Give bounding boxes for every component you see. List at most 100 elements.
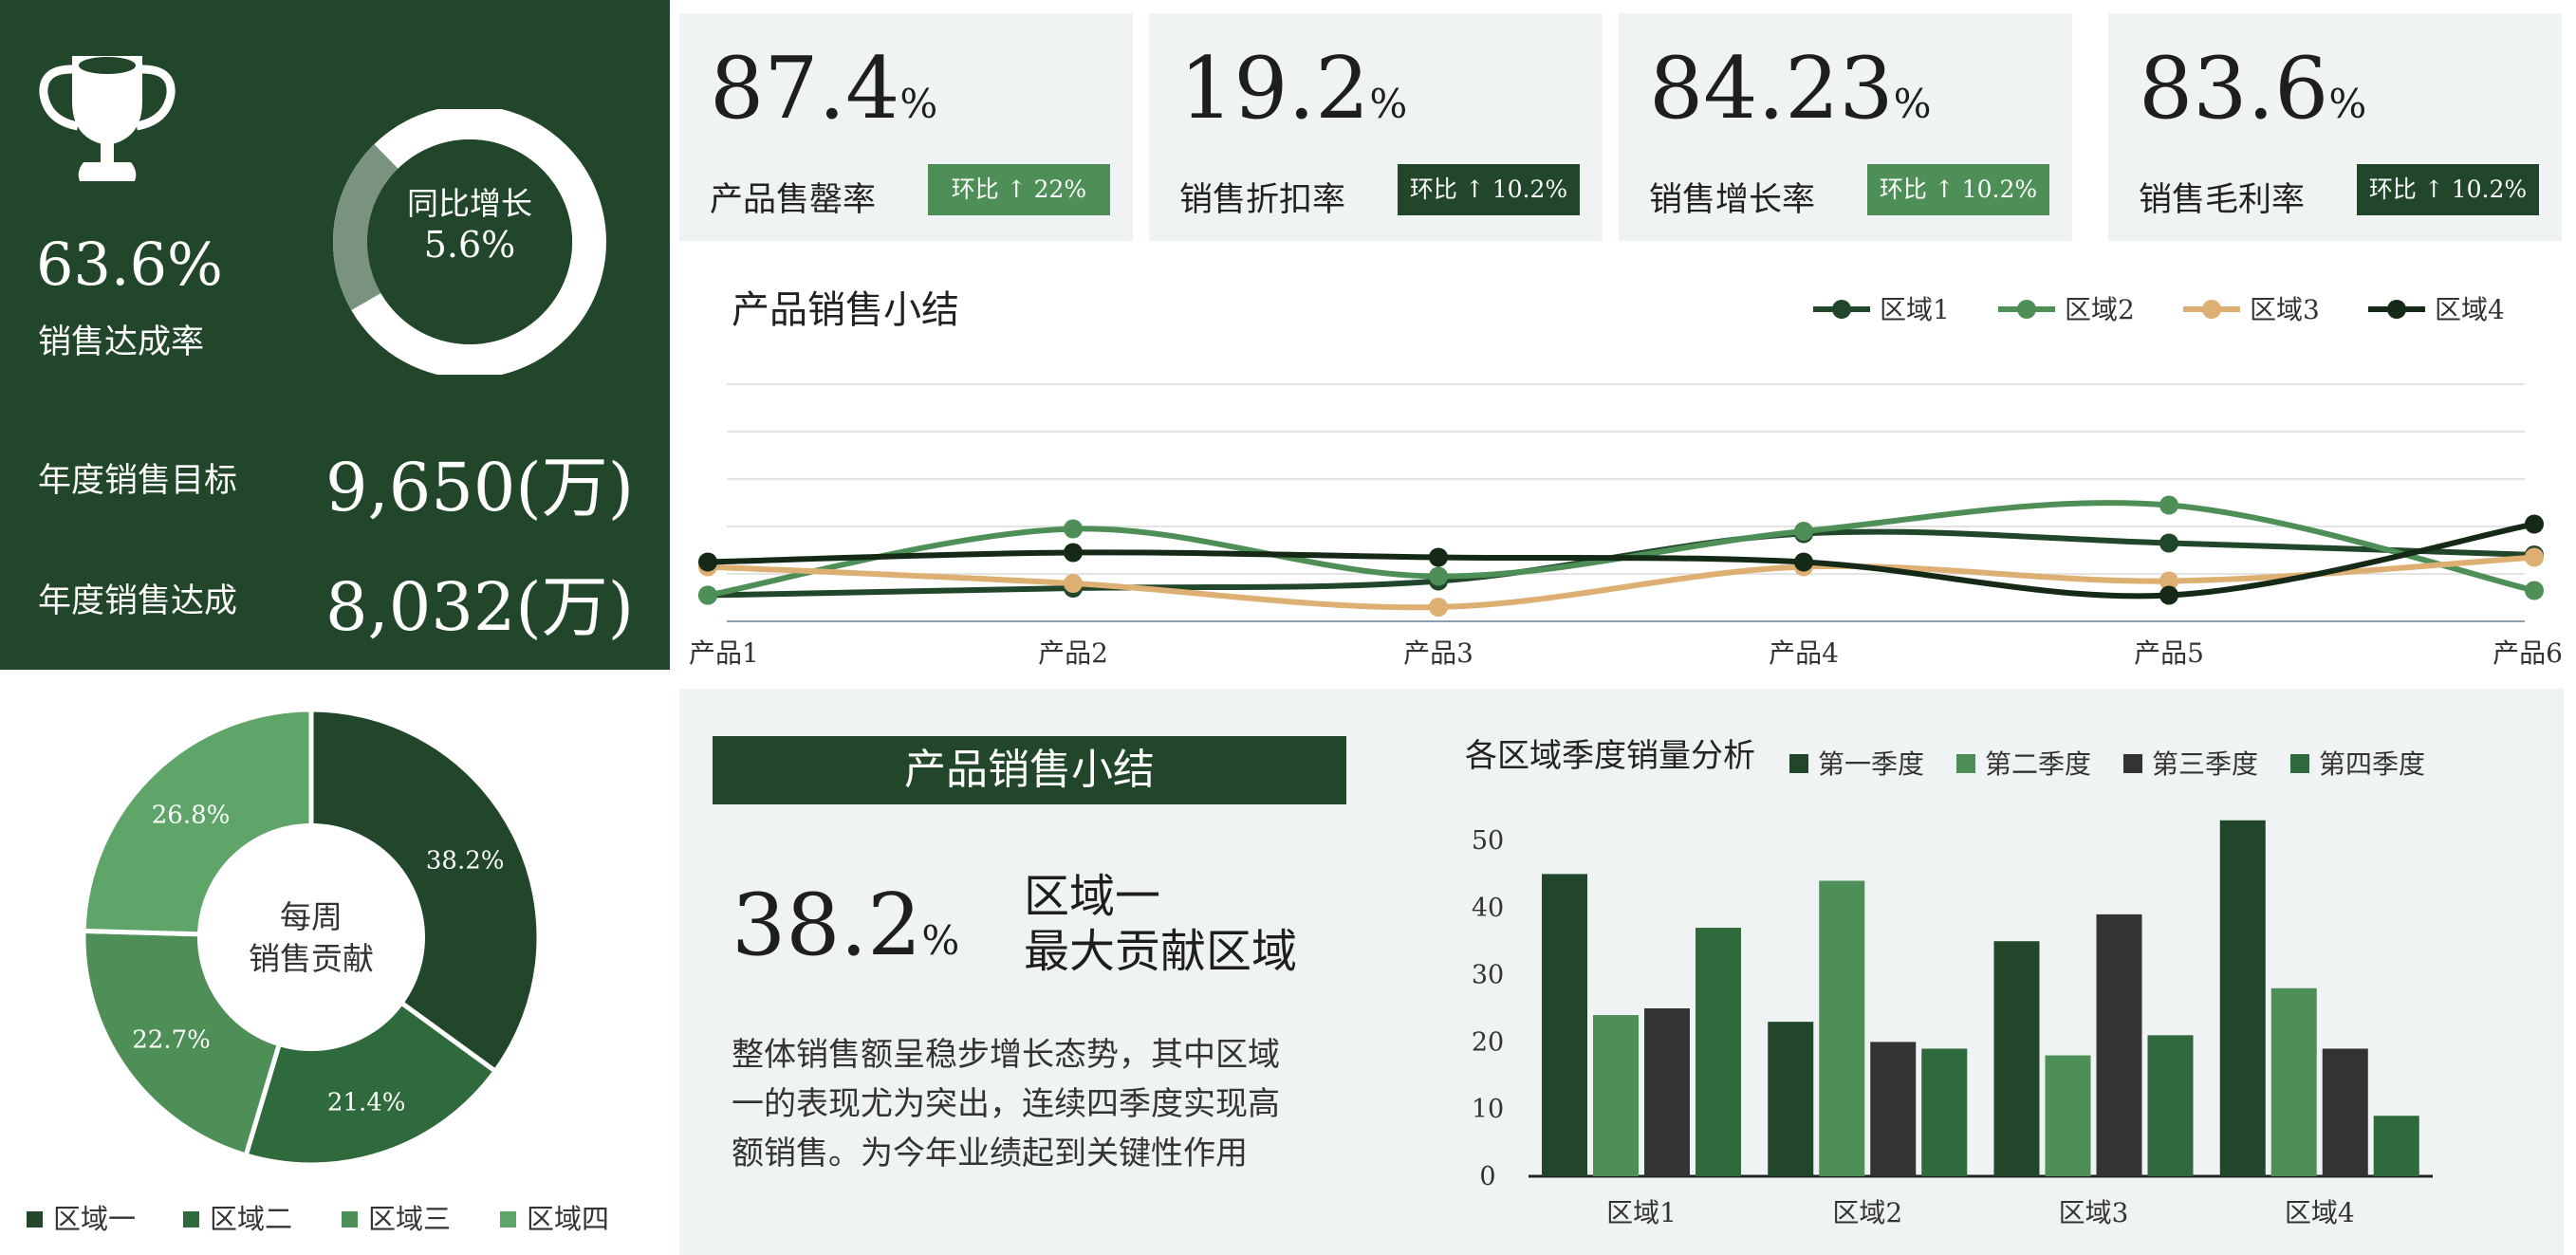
stat-card: 84.23% 销售增长率 环比 ↑ 10.2%: [1619, 13, 2072, 241]
stat-badge: 环比 ↑ 10.2%: [1867, 164, 2049, 215]
legend-marker: [2017, 300, 2036, 319]
legend-swatch: [1789, 754, 1808, 773]
achieve-label: 销售达成率: [38, 323, 205, 361]
bar: [2045, 1055, 2091, 1176]
x-tick-label: 产品6: [2493, 637, 2563, 669]
legend-label: 区域4: [2435, 294, 2505, 325]
bar-chart: 各区域季度销量分析 第一季度 第二季度 第三季度 第四季度 0 10 20 30 40 50 区…: [1465, 737, 2433, 1228]
bar: [1644, 1008, 1690, 1176]
pie-chart: 每周 销售贡献 38.2% 21.4% 22.7% 26.8% 区域一 区域二 区域三 区域…: [27, 707, 609, 1235]
line-chart-x-axis: 产品1 产品2 产品3 产品4 产品5 产品6: [689, 637, 2563, 669]
bar: [1768, 1022, 1814, 1176]
x-tick-label: 区域2: [1832, 1197, 1902, 1228]
bar: [2096, 914, 2142, 1176]
data-point: [1064, 574, 1083, 593]
y-tick-label: 20: [1472, 1027, 1504, 1057]
line-chart-legend: 区域1 区域2 区域3 区域4: [1813, 294, 2505, 325]
data-point: [698, 552, 717, 572]
legend-swatch: [342, 1211, 358, 1227]
data-point: [1429, 598, 1448, 617]
ring-value: 5.6%: [423, 224, 516, 266]
bar: [1921, 1048, 1968, 1176]
y-tick-label: 10: [1472, 1095, 1504, 1124]
pie-slice: [308, 707, 542, 1075]
legend-swatch: [2290, 754, 2309, 773]
data-point: [1794, 522, 1813, 541]
summary-header: 产品销售小结: [713, 736, 1346, 804]
kpi-panel: 63.6% 销售达成率 同比增长 5.6% 年度销售目标 9,650(万) 年度…: [0, 0, 670, 670]
legend-label: 第三季度: [2152, 748, 2258, 780]
x-tick-label: 产品4: [1769, 637, 1839, 669]
data-point: [1429, 566, 1448, 586]
x-tick-label: 区域1: [1606, 1197, 1677, 1228]
x-tick-label: 产品2: [1038, 637, 1108, 669]
bar: [1819, 880, 1865, 1176]
data-point: [1794, 552, 1813, 572]
x-tick-label: 区域3: [2059, 1197, 2129, 1228]
stat-badge: 环比 ↑ 10.2%: [2357, 164, 2539, 215]
achieve-value: 63.6%: [36, 230, 223, 299]
data-point: [698, 585, 717, 605]
stat-value: 84.23%: [1649, 39, 1932, 138]
stat-badge: 环比 ↑ 10.2%: [1398, 164, 1580, 215]
data-point: [2525, 581, 2544, 600]
line-chart: 产品销售小结 区域1 区域2 区域3 区域4 产品1 产品2 产品3 产品4 产品5 产品6: [689, 288, 2563, 669]
bar: [2270, 987, 2317, 1176]
growth-ring-segment: [332, 109, 606, 375]
bar: [2147, 1035, 2194, 1176]
legend-swatch: [500, 1211, 516, 1227]
bar: [2219, 820, 2266, 1176]
x-tick-label: 区域4: [2285, 1197, 2355, 1228]
legend-label: 区域一: [53, 1203, 136, 1235]
pie-value-label: 38.2%: [426, 846, 505, 875]
growth-ring: [332, 109, 606, 375]
y-tick-label: 40: [1472, 894, 1504, 923]
stat-card: 87.4% 产品售罄率 环比 ↑ 22%: [679, 13, 1133, 241]
stat-card: 19.2% 销售折扣率 环比 ↑ 10.2%: [1149, 13, 1603, 241]
legend-label: 第一季度: [1818, 748, 1924, 780]
bar: [2322, 1048, 2368, 1176]
trophy-icon: [39, 56, 176, 181]
bar: [1542, 874, 1587, 1176]
stat-name: 销售毛利率: [2139, 181, 2306, 219]
summary-panel: 产品销售小结 38.2% 区域一 最大贡献区域 整体销售额呈稳步增长态势，其中区…: [679, 689, 2564, 1255]
pie-value-label: 21.4%: [327, 1088, 406, 1117]
bar: [1993, 941, 2040, 1176]
data-point: [2159, 585, 2178, 605]
bar: [1593, 1015, 1639, 1176]
bar: [1870, 1042, 1917, 1176]
stat-value: 19.2%: [1179, 39, 1408, 138]
bar-chart-title: 各区域季度销量分析: [1465, 737, 1755, 775]
legend-swatch: [183, 1211, 199, 1227]
stat-badge: 环比 ↑ 22%: [928, 164, 1110, 215]
ring-label: 同比增长: [407, 185, 532, 222]
legend-swatch: [27, 1211, 43, 1227]
x-tick-label: 产品5: [2134, 637, 2204, 669]
series-line: [707, 554, 2535, 611]
pie-center-label: 每周: [280, 898, 343, 935]
legend-label: 区域三: [368, 1203, 451, 1235]
legend-marker: [2202, 300, 2221, 319]
data-point: [1064, 519, 1083, 539]
line-chart-title: 产品销售小结: [732, 288, 959, 332]
series-line: [707, 521, 2535, 600]
data-point: [2525, 547, 2544, 567]
stat-name: 销售折扣率: [1179, 181, 1346, 219]
summary-paragraph: 整体销售额呈稳步增长态势，其中区域 一的表现尤为突出，连续四季度实现高 额销售。…: [732, 1036, 1280, 1172]
stat-value: 83.6%: [2139, 39, 2367, 138]
legend-label: 区域3: [2250, 294, 2320, 325]
y-tick-label: 50: [1472, 826, 1504, 856]
data-point: [2525, 514, 2544, 534]
stat-name: 产品售罄率: [710, 181, 877, 219]
legend-marker: [2387, 300, 2406, 319]
y-tick-label: 30: [1472, 961, 1504, 990]
legend-label: 第二季度: [1985, 748, 2091, 780]
legend-label: 区域1: [1880, 294, 1950, 325]
stat-card: 83.6% 销售毛利率 环比 ↑ 10.2%: [2108, 13, 2562, 241]
stat-value: 87.4%: [710, 39, 938, 138]
target-label: 年度销售目标: [38, 462, 238, 500]
data-point: [1064, 543, 1083, 563]
data-point: [2159, 533, 2178, 553]
pie-center-hole: [197, 823, 425, 1051]
stat-name: 销售增长率: [1649, 181, 1816, 219]
